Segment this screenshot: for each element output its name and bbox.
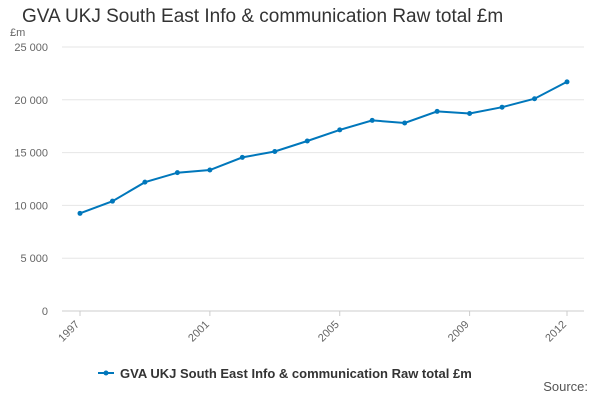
data-point [402, 120, 408, 126]
legend-swatch-marker [103, 370, 109, 376]
data-point [499, 104, 505, 110]
x-tick-labels: 1997 2001 2005 2009 2012 [56, 319, 569, 345]
x-tick-label: 1997 [56, 319, 82, 345]
data-point [272, 149, 278, 155]
y-axis-unit-label: £m [10, 27, 25, 39]
data-point [174, 170, 180, 176]
data-point [109, 198, 115, 204]
y-tick-label: 15 000 [14, 148, 48, 160]
data-point [207, 167, 213, 173]
data-point [142, 179, 148, 185]
x-tick-label: 2001 [186, 319, 212, 345]
y-tick-labels: 0 5 000 10 000 15 000 20 000 25 000 [14, 42, 48, 318]
y-tick-label: 0 [42, 306, 48, 318]
data-point [369, 117, 375, 123]
data-point [304, 138, 310, 144]
data-point [77, 210, 83, 216]
series-line [79, 80, 568, 215]
y-tick-label: 25 000 [14, 42, 48, 54]
legend[interactable]: GVA UKJ South East Info & communication … [98, 366, 472, 381]
data-point [532, 96, 538, 102]
legend-label: GVA UKJ South East Info & communication … [120, 366, 472, 381]
x-axis [62, 310, 584, 316]
data-point [564, 79, 570, 85]
x-tick-label: 2012 [543, 319, 569, 345]
y-tick-label: 10 000 [14, 200, 48, 212]
y-tick-label: 5 000 [20, 253, 48, 265]
x-tick-label: 2005 [316, 319, 342, 345]
x-tick-label: 2009 [446, 319, 472, 345]
data-point [434, 108, 440, 114]
data-point [337, 127, 343, 133]
series-points [77, 79, 570, 216]
chart-title: GVA UKJ South East Info & communication … [22, 6, 504, 27]
data-point [467, 111, 473, 117]
y-tick-label: 20 000 [14, 95, 48, 107]
source-label[interactable]: Source: [543, 379, 588, 394]
gridlines [62, 46, 584, 259]
data-point [239, 154, 245, 160]
